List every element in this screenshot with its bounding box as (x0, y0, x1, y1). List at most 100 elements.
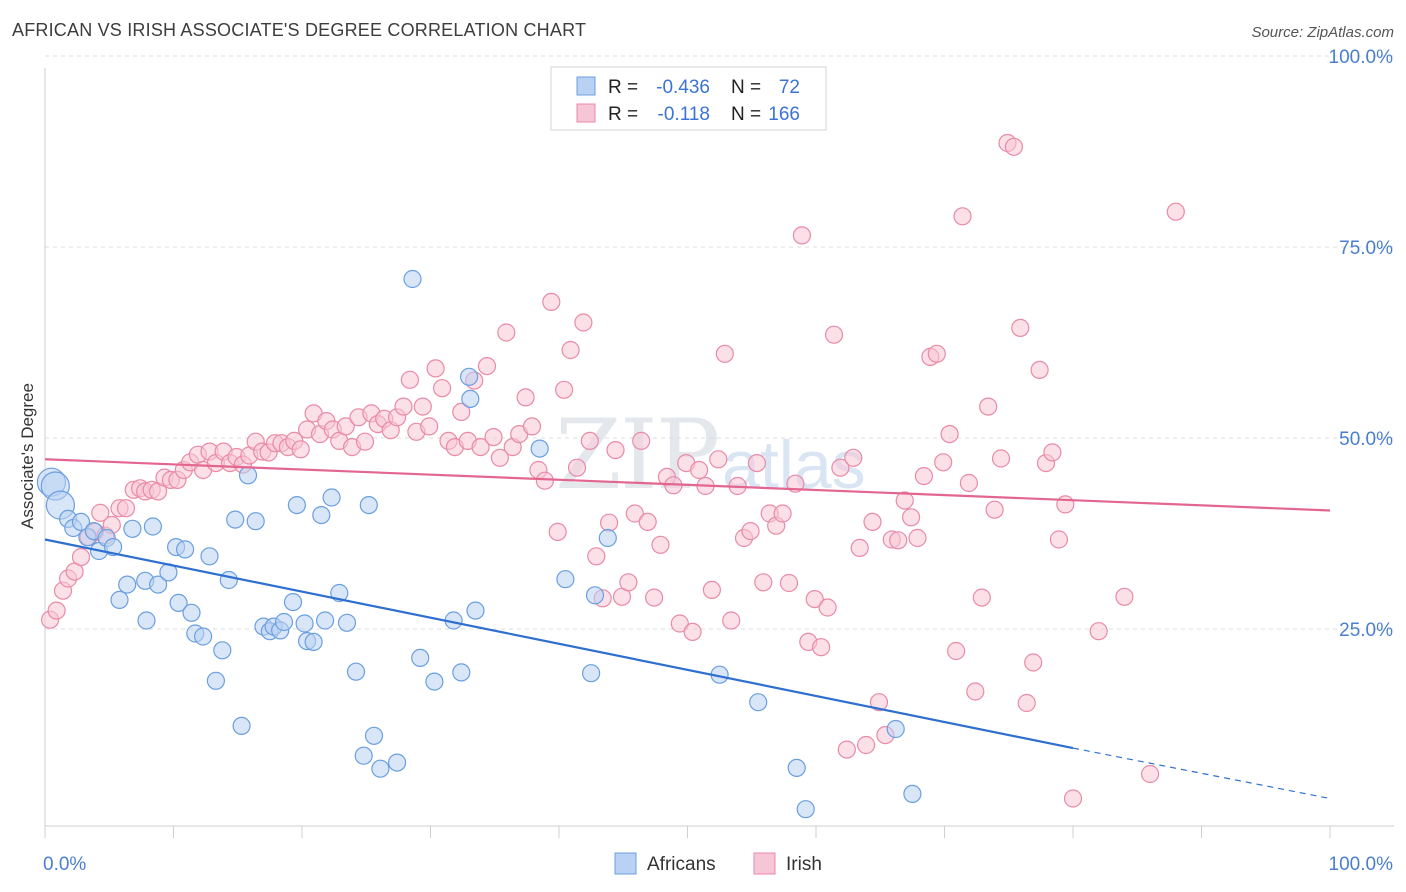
irish-point (394, 397, 413, 416)
watermark-zip: ZIP (555, 399, 718, 511)
y-tick-label: 100.0% (1329, 47, 1394, 68)
irish-point (490, 448, 509, 467)
africans-point (169, 593, 188, 613)
africans-point (346, 662, 366, 681)
legend-africans-swatch (614, 852, 637, 875)
africans-trend-line (44, 538, 1074, 750)
irish-point (831, 458, 850, 477)
irish-point (400, 370, 419, 389)
africans-point (182, 603, 201, 622)
africans-swatch (576, 76, 596, 96)
africans-point (246, 512, 265, 531)
irish-point (420, 417, 439, 436)
africans-points (36, 269, 922, 819)
irish-point (1063, 789, 1083, 808)
irish-point (625, 504, 644, 523)
irish-trend-line (44, 458, 1331, 512)
x-tick-label: 100.0% (1329, 854, 1394, 875)
irish-point (979, 397, 998, 416)
irish-point (773, 504, 792, 523)
irish-point (908, 528, 927, 548)
africans-point (238, 466, 258, 485)
gridlines (45, 55, 1394, 630)
irish-point (355, 432, 375, 451)
source-label: Source: ZipAtlas.com (1251, 24, 1394, 41)
africans-point (213, 641, 232, 660)
africans-point (886, 719, 905, 739)
irish-point (1166, 202, 1185, 221)
africans-point (359, 496, 378, 515)
irish-point (940, 425, 959, 444)
legend-africans-label: Africans (647, 854, 716, 875)
irish-point (1011, 318, 1030, 337)
irish-point (516, 388, 535, 407)
x-tick-label: 0.0% (43, 854, 86, 875)
africans-point (530, 439, 549, 458)
africans-point (403, 269, 422, 289)
irish-point (722, 611, 741, 630)
irish-point (477, 357, 497, 376)
africans-point (364, 726, 384, 745)
irish-point (471, 438, 490, 457)
irish-point (580, 431, 599, 450)
africans-point (137, 611, 156, 630)
africans-n-value: 72 (779, 77, 800, 98)
africans-point (316, 611, 335, 630)
irish-point (779, 573, 799, 593)
africans-point (176, 540, 195, 559)
africans-point (71, 512, 91, 532)
irish-point (587, 547, 606, 566)
irish-point (574, 313, 593, 332)
africans-point (466, 601, 485, 620)
irish-point (837, 740, 856, 759)
irish-point (542, 292, 561, 311)
africans-point (110, 590, 129, 610)
irish-point (844, 448, 863, 467)
irish-point (522, 417, 542, 436)
irish-point (644, 588, 664, 607)
africans-point (598, 528, 617, 548)
y-axis-label: Associate's Degree (18, 383, 37, 529)
irish-n-value: 166 (768, 104, 800, 125)
irish-point (599, 513, 619, 532)
africans-r-value: -0.436 (656, 77, 710, 98)
africans-point (388, 753, 407, 772)
irish-point (946, 641, 966, 661)
irish-point (824, 325, 844, 344)
irish-point (901, 508, 921, 527)
africans-point (194, 627, 213, 646)
irish-point (638, 512, 657, 532)
irish-point (966, 682, 985, 701)
irish-point (805, 589, 824, 609)
africans-point (461, 389, 480, 408)
irish-swatch (576, 103, 596, 123)
irish-r-value: -0.118 (658, 104, 710, 125)
tick-labels: 25.0% 50.0% 75.0% 100.0% 0.0% 100.0% (43, 47, 1393, 875)
africans-n-label: N = (731, 77, 761, 98)
irish-point (1115, 587, 1134, 606)
irish-point (554, 380, 574, 399)
africans-point (411, 648, 430, 668)
irish-point (818, 598, 837, 617)
irish-point (953, 207, 972, 226)
legend-irish-label: Irish (786, 854, 822, 875)
irish-point (914, 467, 934, 486)
irish-point (741, 521, 760, 541)
irish-point (1043, 443, 1062, 462)
africans-point (149, 575, 168, 594)
africans-point (295, 614, 314, 633)
irish-point (452, 402, 471, 421)
irish-point (811, 638, 831, 657)
africans-point (581, 664, 601, 683)
irish-point (754, 573, 773, 592)
irish-point (856, 735, 876, 755)
irish-point (1056, 495, 1075, 514)
irish-point (413, 397, 432, 416)
irish-point (619, 573, 638, 592)
irish-point (869, 693, 889, 712)
africans-point (287, 496, 306, 515)
africans-point (322, 488, 341, 507)
irish-point (71, 547, 91, 567)
africans-point (118, 575, 137, 594)
irish-point (972, 588, 991, 607)
